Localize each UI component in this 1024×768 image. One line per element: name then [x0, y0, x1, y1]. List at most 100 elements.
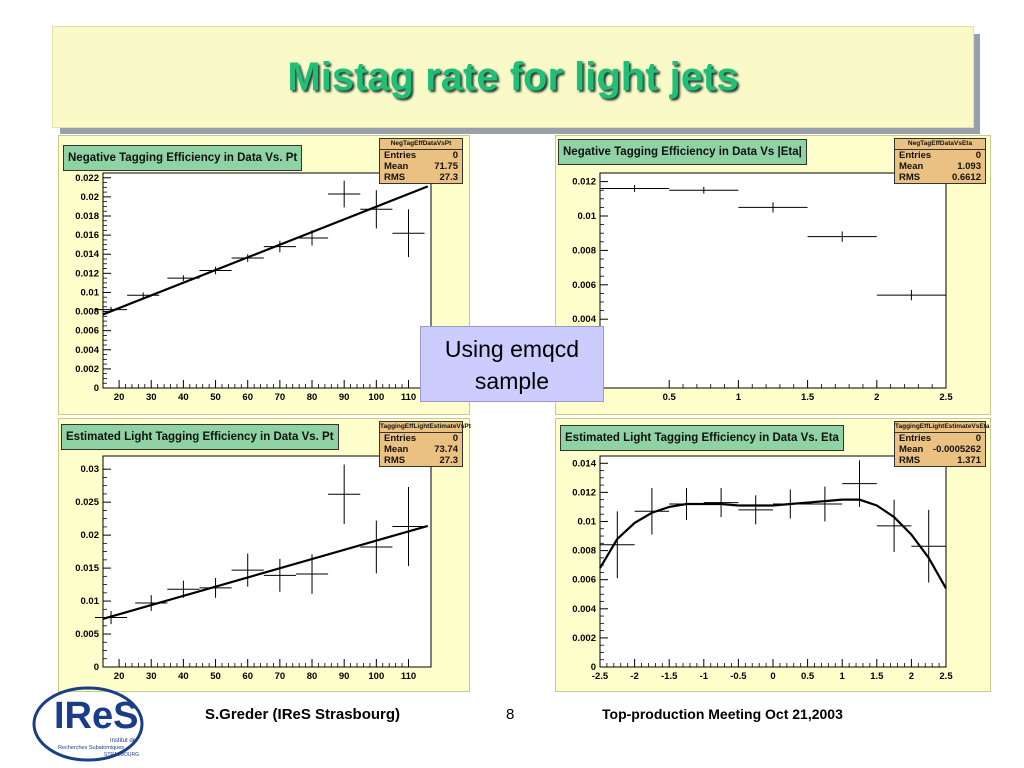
plot-panel-neg-pt: 0 0.002 0.004 0.006 0.008 0.01 0.012 0.014 0.016…	[58, 135, 470, 415]
plot-panel-est-eta: 0 0.002 0.004 0.006 0.008 0.01 0.012 0.014 -2.5 -…	[555, 418, 991, 692]
y-tick-label: 0.014	[75, 249, 99, 260]
data-point	[738, 202, 808, 213]
x-tick-label: 60	[242, 671, 253, 682]
y-tick-label: 0.012	[572, 487, 596, 498]
plot-svg-neg-eta: 0.004 0.006 0.008 0.01 0.012 0.5 1 1.5 2 2.5	[572, 172, 953, 403]
x-tick-label: 110	[401, 392, 416, 403]
data-point	[703, 488, 739, 518]
stats-mean-label: Mean	[384, 161, 409, 172]
data-point	[392, 209, 425, 258]
x-tick-label: 0.5	[663, 392, 677, 403]
x-tick-label: 20	[114, 671, 125, 682]
data-point	[263, 240, 296, 253]
x-tick-label: 2.5	[939, 671, 953, 682]
stats-rms: 0.6612	[951, 172, 981, 183]
x-tick-label: -2	[630, 671, 638, 682]
x-tick-label: 2	[909, 671, 914, 682]
x-tick-label: 40	[178, 392, 189, 403]
y-tick-label: 0.008	[572, 245, 596, 256]
x-tick-label: 30	[146, 671, 157, 682]
data-point	[328, 464, 361, 524]
x-tick-label: -2.5	[592, 671, 609, 682]
data-point	[911, 509, 946, 583]
stats-rms-label: RMS	[384, 172, 406, 183]
y-tick-label: 0.03	[81, 464, 100, 475]
stats-rms: 27.3	[439, 172, 459, 183]
stats-entries-label: Entries	[384, 433, 417, 444]
stats-box: NegTagEffDataVsEta Entries 0 Mean 1.093 RM…	[894, 138, 986, 184]
data-point	[600, 511, 635, 579]
y-tick-label: 0.004	[75, 345, 99, 356]
x-tick-label: 2	[874, 392, 879, 403]
data-point	[392, 486, 425, 567]
sample-note: Using emqcd sample	[420, 326, 604, 402]
plot-frame	[599, 455, 947, 668]
y-tick-label: 0.02	[81, 192, 100, 203]
stats-box: TaggingEffLightEstimateVsPt Entries 0 Mea…	[379, 421, 471, 467]
fit-curve	[599, 498, 947, 589]
stats-name: TaggingEffLightEstimateVsPt	[380, 422, 471, 433]
plot-title: Estimated Light Tagging Efficiency in Da…	[560, 425, 844, 451]
stats-rms: 27.3	[439, 455, 459, 466]
stats-mean: -0.0005262	[932, 444, 981, 455]
title-box: Mistag rate for light jets	[52, 26, 974, 128]
x-tick-label: 1.5	[801, 392, 815, 403]
y-tick-label: 0.018	[75, 211, 99, 222]
stats-box: NegTagEffDataVsPt Entries 0 Mean 71.75 RMS…	[379, 138, 463, 184]
stats-mean: 71.75	[434, 161, 458, 172]
stats-entries-label: Entries	[899, 433, 932, 444]
y-tick-label: 0.006	[75, 326, 99, 337]
note-line: sample	[474, 368, 550, 394]
stats-entries-label: Entries	[899, 150, 932, 161]
plot-svg-neg-pt: 0 0.002 0.004 0.006 0.008 0.01 0.012 0.014 0.016…	[75, 172, 432, 403]
y-tick-label: 0.02	[81, 530, 100, 541]
data-point	[263, 558, 296, 592]
x-tick-label: 30	[146, 392, 157, 403]
fit-line	[102, 185, 429, 316]
stats-rms-label: RMS	[899, 172, 921, 183]
y-tick-label: 0.012	[75, 268, 99, 279]
logo-line-1: Institut de	[110, 738, 137, 744]
data-point	[360, 190, 393, 229]
plot-title: Estimated Light Tagging Efficiency in Da…	[61, 424, 339, 450]
fit-line	[102, 524, 429, 620]
x-tick-label: 50	[210, 671, 221, 682]
y-tick-label: 0.015	[75, 563, 99, 574]
y-tick-label: 0.01	[81, 596, 100, 607]
data-point	[738, 495, 773, 525]
data-point	[807, 231, 877, 242]
stats-entries-label: Entries	[384, 150, 417, 161]
x-tick-label: 0	[770, 671, 775, 682]
x-tick-label: 0.5	[801, 671, 815, 682]
y-tick-label: 0.01	[81, 287, 100, 298]
plot-svg-est-eta: 0 0.002 0.004 0.006 0.008 0.01 0.012 0.014 -2.5 -…	[572, 455, 953, 682]
logo-line-2: Recherches Subatomiques	[58, 745, 124, 751]
logo-ring	[32, 686, 144, 762]
data-point	[669, 186, 739, 194]
footer-meeting: Top-production Meeting Oct 21,2003	[602, 706, 843, 722]
y-tick-label: 0.016	[75, 230, 99, 241]
plot-panel-neg-eta: 0.004 0.006 0.008 0.01 0.012 0.5 1 1.5 2 2.5 Nega…	[555, 135, 991, 415]
x-tick-label: -1	[700, 671, 709, 682]
x-tick-label: 110	[401, 671, 416, 682]
y-tick-label: 0.022	[75, 173, 99, 184]
x-tick-label: 2.5	[939, 392, 953, 403]
y-tick-label: 0.012	[572, 177, 596, 188]
x-tick-label: 50	[210, 392, 221, 403]
stats-entries: 0	[452, 150, 458, 161]
footer-page: 8	[506, 706, 515, 723]
slide-title: Mistag rate for light jets	[287, 54, 739, 99]
y-tick-label: 0.008	[75, 307, 99, 318]
stats-mean-label: Mean	[899, 161, 924, 172]
data-point	[876, 289, 946, 301]
y-tick-label: 0.005	[75, 629, 99, 640]
logo-text: IReS	[54, 695, 138, 737]
plot-panel-est-pt: 0 0.005 0.01 0.015 0.02 0.025 0.03 20 30 40 50 60 70…	[58, 418, 471, 692]
x-tick-label: 70	[275, 392, 286, 403]
data-point	[231, 553, 264, 587]
x-tick-label: 80	[307, 671, 318, 682]
stats-entries: 0	[452, 433, 458, 444]
data-point	[328, 180, 361, 208]
stats-name: NegTagEffDataVsPt	[380, 139, 462, 150]
y-tick-label: 0.006	[572, 575, 596, 586]
